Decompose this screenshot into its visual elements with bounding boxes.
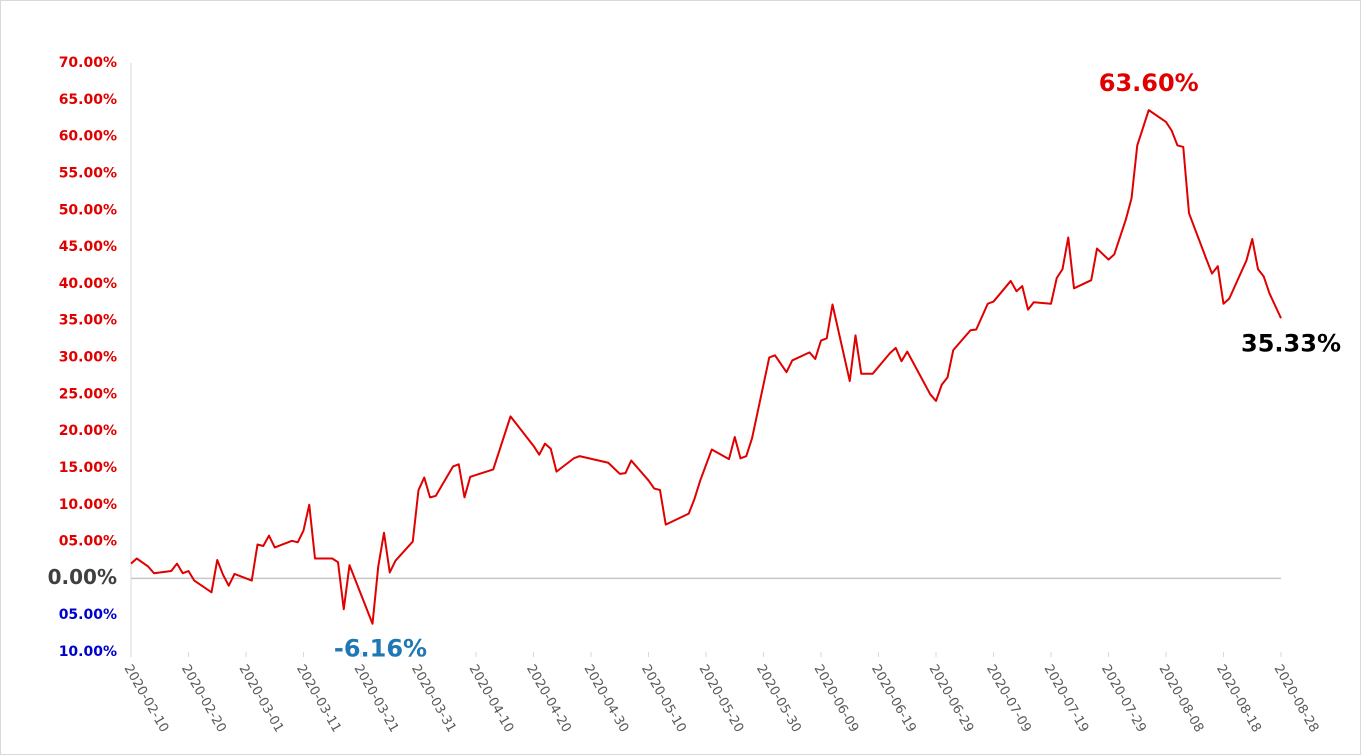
y-tick-label: 60.00%	[59, 129, 117, 145]
y-tick-label: 45.00%	[59, 239, 117, 255]
y-tick-label: 35.00%	[59, 313, 117, 329]
y-tick-label: 55.00%	[59, 165, 117, 181]
y-tick-label: 15.00%	[59, 460, 117, 476]
y-tick-label: 50.00%	[59, 202, 117, 218]
y-tick-label: 40.00%	[59, 276, 117, 292]
y-tick-label: 10.00%	[59, 644, 117, 660]
y-tick-label: 10.00%	[59, 497, 117, 513]
y-tick-label: 25.00%	[59, 386, 117, 402]
y-tick-label: 30.00%	[59, 350, 117, 366]
annotation: 35.33%	[1241, 329, 1341, 357]
y-tick-label: 05.00%	[59, 607, 117, 623]
y-tick-label: 20.00%	[59, 423, 117, 439]
annotation: -6.16%	[334, 635, 427, 663]
y-tick-label: 65.00%	[59, 92, 117, 108]
y-tick-label: 05.00%	[59, 534, 117, 550]
y-tick-label: 0.00%	[48, 565, 117, 589]
annotation: 63.60%	[1099, 69, 1199, 97]
y-tick-label: 70.00%	[59, 55, 117, 71]
line-series	[130, 109, 1282, 625]
